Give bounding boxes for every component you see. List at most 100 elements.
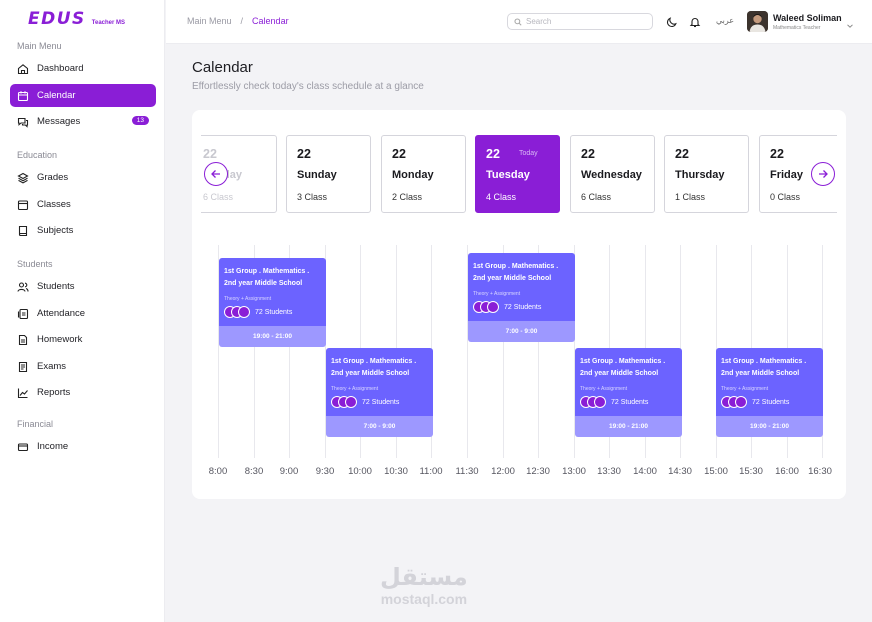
breadcrumb-main-menu[interactable]: Main Menu (187, 16, 232, 26)
event-title-line2: 2nd year Middle School (473, 275, 552, 282)
class-event-card[interactable]: 1st Group . Mathematics . 2nd year Middl… (326, 348, 433, 437)
event-students-row: 72 Students (580, 396, 677, 408)
sidebar-item-label: Grades (37, 172, 69, 183)
sidebar-item-calendar[interactable]: Calendar (10, 84, 156, 107)
day-name: Friday (770, 169, 804, 181)
sidebar-item-students[interactable]: Students (10, 275, 156, 298)
event-time: 7:00 - 9:00 (468, 321, 575, 342)
sidebar-item-attendance[interactable]: Attendance (10, 302, 156, 325)
time-label: 13:00 (562, 466, 586, 477)
day-number: 22 (392, 147, 406, 161)
search-input[interactable] (526, 17, 646, 26)
sidebar-item-income[interactable]: Income (10, 435, 156, 458)
sidebar-item-reports[interactable]: Reports (10, 381, 156, 404)
prev-day-button[interactable] (204, 162, 228, 186)
section-education: Education (17, 150, 58, 160)
event-type: Theory + Assignment (580, 386, 628, 392)
next-day-button[interactable] (811, 162, 835, 186)
grid-line (467, 245, 468, 458)
time-label: 11:30 (455, 466, 479, 477)
messages-count-badge: 13 (131, 116, 149, 125)
class-event-card[interactable]: 1st Group . Mathematics . 2nd year Middl… (575, 348, 682, 437)
event-student-count: 72 Students (611, 398, 649, 406)
event-title-line2: 2nd year Middle School (721, 370, 800, 377)
time-label: 14:30 (668, 466, 692, 477)
sidebar-item-subjects[interactable]: Subjects (10, 219, 156, 242)
avatar[interactable] (747, 11, 768, 32)
sidebar-item-label: Subjects (37, 225, 74, 236)
day-card-tuesday[interactable]: 22 Today Tuesday 4 Class (475, 135, 560, 213)
day-card-monday[interactable]: 22 Monday 2 Class (381, 135, 466, 213)
day-strip: 22 day 6 Class 22 Sunday 3 Class 22 Mond… (201, 134, 837, 214)
search-box[interactable] (507, 13, 653, 30)
section-financial: Financial (17, 419, 54, 429)
day-card-thursday[interactable]: 22 Thursday 1 Class (664, 135, 749, 213)
section-students: Students (17, 259, 53, 269)
day-class-count: 6 Class (203, 192, 234, 202)
time-label: 15:30 (739, 466, 763, 477)
homework-icon (17, 334, 29, 346)
sidebar-item-homework[interactable]: Homework (10, 328, 156, 351)
day-card-wednesday[interactable]: 22 Wednesday 6 Class (570, 135, 655, 213)
sidebar-item-classes[interactable]: Classes (10, 193, 156, 216)
event-body: 1st Group . Mathematics . 2nd year Middl… (468, 253, 575, 321)
watermark: مستقل mostaql.com (380, 563, 468, 607)
logo[interactable]: EDUS Teacher MS (28, 9, 125, 29)
time-label: 13:30 (597, 466, 621, 477)
watermark-latin: mostaql.com (380, 591, 468, 607)
sidebar-item-messages[interactable]: Messages 13 (10, 110, 156, 133)
grid-line (289, 245, 290, 458)
class-event-card[interactable]: 1st Group . Mathematics . 2nd year Middl… (468, 253, 575, 342)
messages-icon (17, 116, 29, 128)
sidebar-item-label: Calendar (37, 90, 76, 101)
sidebar-item-dashboard[interactable]: Dashboard (10, 57, 156, 80)
event-title-line2: 2nd year Middle School (224, 280, 303, 287)
day-class-count: 1 Class (675, 192, 706, 202)
event-type: Theory + Assignment (224, 296, 272, 302)
event-body: 1st Group . Mathematics . 2nd year Middl… (219, 258, 326, 326)
layers-icon (17, 172, 29, 184)
time-label: 12:30 (526, 466, 550, 477)
time-label: 16:00 (775, 466, 799, 477)
sidebar-item-label: Exams (37, 361, 67, 372)
language-toggle[interactable]: عربي (716, 16, 735, 25)
event-type: Theory + Assignment (473, 291, 521, 297)
grid-line (218, 245, 219, 458)
sidebar-item-label: Dashboard (37, 63, 84, 74)
day-number: 22 (581, 147, 595, 161)
sidebar-item-label: Students (37, 281, 75, 292)
day-card-sunday[interactable]: 22 Sunday 3 Class (286, 135, 371, 213)
sidebar-item-grades[interactable]: Grades (10, 166, 156, 189)
breadcrumb-separator: / (240, 16, 244, 26)
book-icon (17, 225, 29, 237)
event-title-line1: 1st Group . Mathematics . (331, 358, 417, 365)
time-label: 14:00 (633, 466, 657, 477)
class-event-card[interactable]: 1st Group . Mathematics . 2nd year Middl… (716, 348, 823, 437)
sidebar-item-label: Attendance (37, 308, 86, 319)
sidebar-item-label: Income (37, 441, 69, 452)
reports-icon (17, 387, 29, 399)
bell-icon[interactable] (689, 15, 701, 28)
chevron-down-icon[interactable] (846, 17, 854, 28)
day-number: 22 (675, 147, 689, 161)
student-avatars-icon (721, 396, 747, 408)
exams-icon (17, 361, 29, 373)
breadcrumb-current: Calendar (252, 16, 289, 26)
event-title-line2: 2nd year Middle School (580, 370, 659, 377)
sidebar-item-exams[interactable]: Exams (10, 355, 156, 378)
class-event-card[interactable]: 1st Group . Mathematics . 2nd year Middl… (219, 258, 326, 347)
student-avatars-icon (580, 396, 606, 408)
event-time: 19:00 - 21:00 (575, 416, 682, 437)
moon-icon[interactable] (666, 15, 678, 28)
day-class-count: 0 Class (770, 192, 801, 202)
day-class-count: 3 Class (297, 192, 328, 202)
event-time: 7:00 - 9:00 (326, 416, 433, 437)
event-student-count: 72 Students (362, 398, 400, 406)
wallet-icon (17, 441, 29, 453)
event-time: 19:00 - 21:00 (219, 326, 326, 347)
day-number: 22 (770, 147, 784, 161)
event-title-line1: 1st Group . Mathematics . (580, 358, 666, 365)
day-number: 22 (203, 147, 217, 161)
time-label: 10:00 (348, 466, 372, 477)
day-class-count: 4 Class (486, 192, 517, 202)
